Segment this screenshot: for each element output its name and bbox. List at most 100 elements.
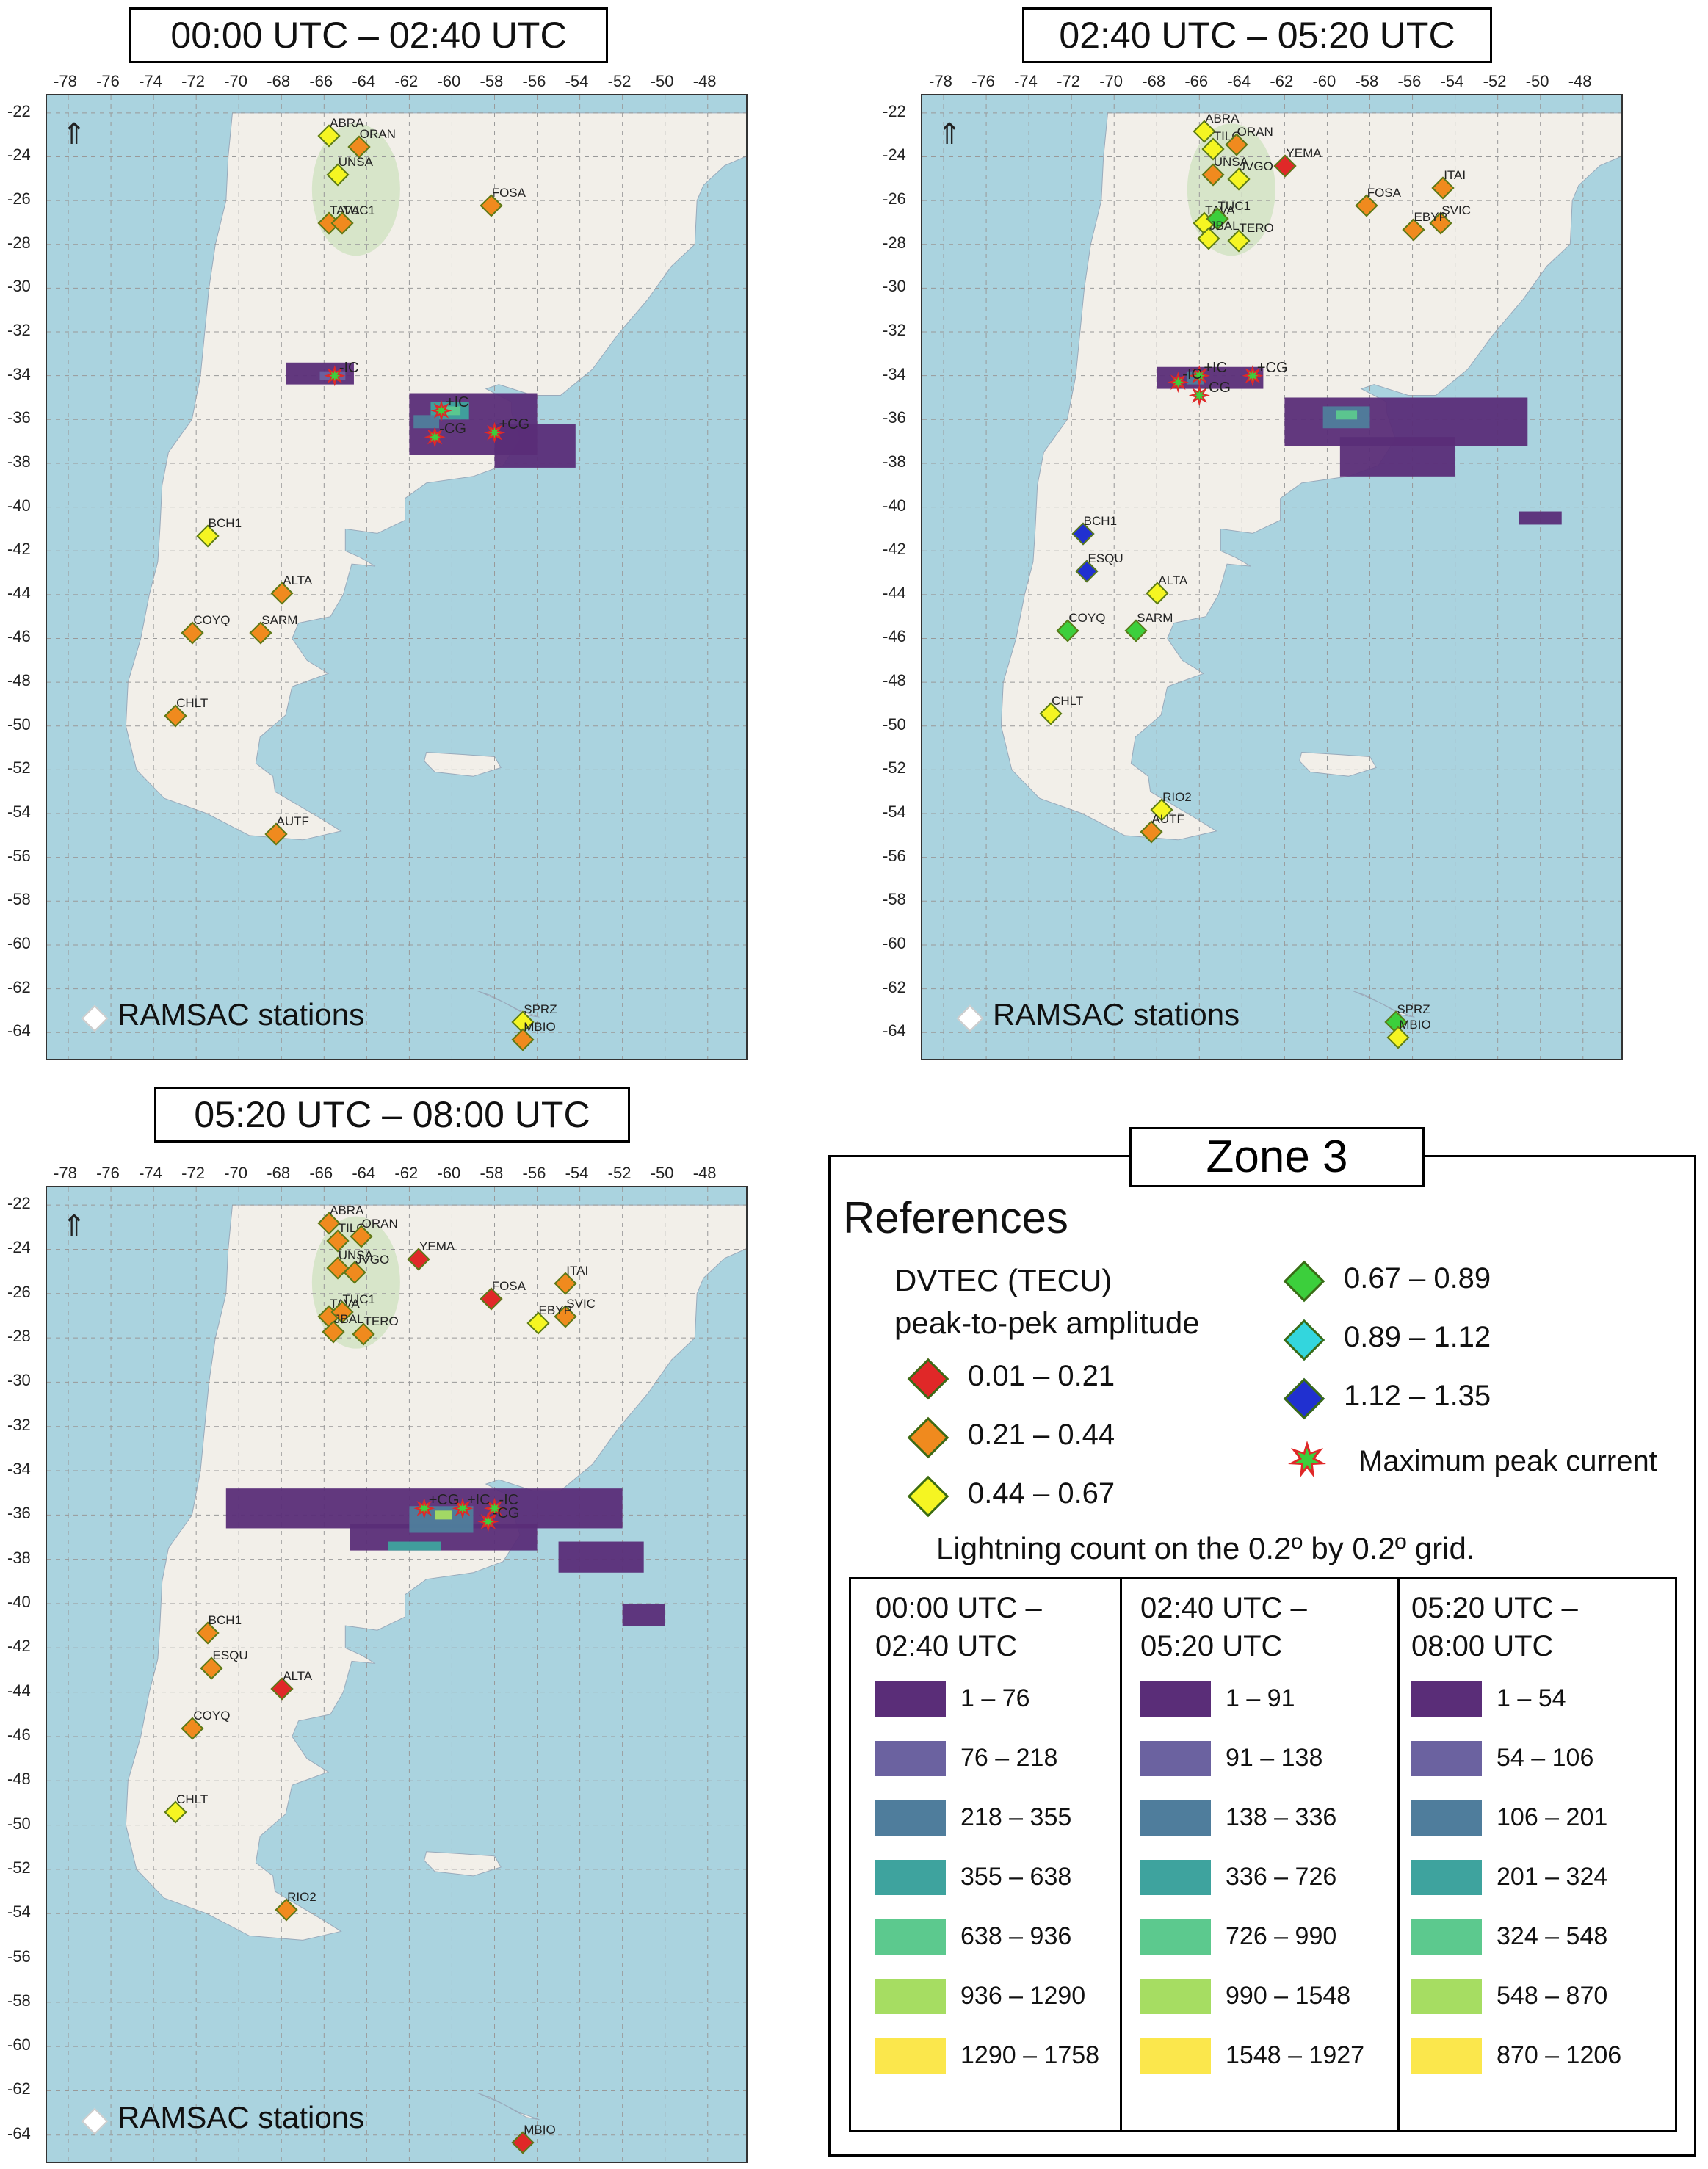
event-label: +CG [428, 1492, 460, 1509]
lon-tick-label: -50 [650, 1164, 674, 1182]
map-panel-1: -IC +IC +CG -CG ABRA ORAN UNSA FOSA TAVA TUC1 BCH1… [0, 50, 756, 1063]
event-label: -CG [1204, 379, 1231, 396]
station-label: TUC1 [342, 1292, 375, 1306]
basemap [922, 95, 1621, 1059]
event-label: +IC [466, 1492, 491, 1509]
lightning-table-divider-2 [1397, 1577, 1400, 2132]
lat-tick-label: -30 [7, 1371, 31, 1390]
station-label: TERO [363, 1314, 399, 1329]
max-peak-star-icon [1288, 1441, 1326, 1478]
lat-tick-label: -54 [7, 803, 31, 822]
falkland-islands [424, 751, 502, 777]
peak-current-star-icon [483, 1497, 506, 1519]
lat-tick-label: -24 [7, 145, 31, 164]
station-label: ALTA [283, 573, 313, 587]
lat-tick-label: -44 [7, 583, 31, 602]
lat-tick-label: -26 [7, 1282, 31, 1301]
map-canvas[interactable]: +CG +IC -IC -CG ABRA TILC ORAN YEMA UNSA JVGO FOSA… [46, 1186, 748, 2163]
lightning-count-range: 201 – 324 [1497, 1863, 1608, 1891]
lat-tick-label: -48 [7, 1770, 31, 1789]
lon-tick-label: -56 [522, 1164, 546, 1182]
lightning-count-swatch [1140, 1800, 1211, 1836]
lon-tick-label: -48 [692, 72, 717, 90]
dvtec-title-line2: peak-to-pek amplitude [894, 1306, 1200, 1340]
station-label: TERO [1239, 220, 1274, 235]
lightning-table [849, 1577, 1677, 2132]
map-panel-2: -IC +IC -CG +CG ABRA TILC ORAN YEMA UNSA JVGO FOSA… [875, 50, 1632, 1063]
lightning-column-header: 08:00 UTC [1411, 1630, 1554, 1662]
lightning-column-header: 00:00 UTC – [875, 1592, 1042, 1624]
lightning-count-range: 76 – 218 [960, 1744, 1058, 1772]
lightning-table-divider-1 [1120, 1577, 1122, 2132]
lon-tick-label: -58 [480, 72, 504, 90]
station-label: UNSA [1213, 155, 1248, 170]
panel1-title: 00:00 UTC – 02:40 UTC [129, 7, 608, 63]
lightning-count-range: 1290 – 1758 [960, 2041, 1100, 2069]
lat-tick-label: -32 [7, 321, 31, 340]
lat-tick-label: -34 [7, 1460, 31, 1479]
lat-tick-label: -22 [883, 101, 906, 120]
panel2-title: 02:40 UTC – 05:20 UTC [1022, 7, 1492, 63]
lon-tick-label: -54 [565, 1164, 589, 1182]
lon-tick-label: -72 [181, 72, 205, 90]
station-label: CHLT [1052, 693, 1084, 708]
lightning-count-swatch [875, 2038, 946, 2074]
lightning-title: Lightning count on the 0.2º by 0.2º grid… [936, 1531, 1475, 1565]
ramsac-legend-label: RAMSAC stations [117, 997, 365, 1032]
station-label: SVIC [566, 1296, 596, 1311]
lon-tick-label: -52 [607, 72, 632, 90]
lat-tick-label: -46 [7, 1725, 31, 1744]
lightning-count-range: 336 – 726 [1226, 1863, 1337, 1891]
lightning-column-header: 05:20 UTC – [1411, 1592, 1578, 1624]
peak-current-star-icon [413, 1497, 435, 1519]
event-label: -IC [499, 1492, 519, 1509]
map-canvas[interactable]: -IC +IC +CG -CG ABRA ORAN UNSA FOSA TAVA TUC1 BCH1… [46, 94, 748, 1060]
lon-tick-label: -60 [1312, 72, 1336, 90]
lightning-count-swatch [875, 1681, 946, 1717]
lat-tick-label: -36 [7, 408, 31, 427]
lon-tick-label: -56 [1397, 72, 1422, 90]
zone-title: Zone 3 [1129, 1127, 1425, 1187]
lightning-count-range: 355 – 638 [960, 1863, 1072, 1891]
station-label: YEMA [419, 1239, 455, 1253]
lat-tick-label: -56 [883, 846, 906, 865]
map-panel-3: +CG +IC -IC -CG ABRA TILC ORAN YEMA UNSA JVGO FOSA… [0, 1142, 756, 2166]
lat-tick-label: -60 [7, 2035, 31, 2054]
station-label: MBIO [1399, 1018, 1431, 1032]
lon-tick-label: -76 [96, 72, 120, 90]
lat-tick-label: -30 [7, 277, 31, 296]
station-label: COYQ [193, 612, 231, 627]
station-label: MBIO [524, 2122, 556, 2137]
lat-tick-label: -58 [883, 890, 906, 909]
lon-tick-label: -58 [1355, 72, 1379, 90]
lat-tick-label: -58 [7, 890, 31, 909]
station-label: YEMA [1286, 146, 1322, 161]
station-label: FOSA [1367, 186, 1401, 200]
lon-tick-label: -76 [96, 1164, 120, 1182]
lat-tick-label: -62 [7, 2079, 31, 2099]
lat-tick-label: -38 [7, 452, 31, 471]
event-label: -CG [439, 421, 466, 438]
north-arrow-icon: ⇑ [62, 118, 87, 151]
event-label: -CG [492, 1505, 520, 1522]
station-label: UNSA [338, 155, 373, 170]
lat-tick-label: -34 [883, 364, 906, 383]
map-canvas[interactable]: -IC +IC -CG +CG ABRA TILC ORAN YEMA UNSA JVGO FOSA… [921, 94, 1623, 1060]
lon-tick-label: -64 [352, 1164, 376, 1182]
lon-tick-label: -70 [1099, 72, 1123, 90]
lon-tick-label: -78 [929, 72, 952, 90]
lightning-count-swatch [1140, 2038, 1211, 2074]
lat-tick-label: -64 [7, 1021, 31, 1040]
lon-tick-label: -74 [1014, 72, 1038, 90]
land-area [125, 1204, 746, 1941]
lon-tick-label: -78 [54, 1164, 77, 1182]
lightning-column-header: 05:20 UTC [1140, 1630, 1283, 1662]
lat-tick-label: -40 [7, 496, 31, 515]
lon-tick-label: -54 [1440, 72, 1464, 90]
land-area [125, 112, 746, 841]
station-label: ESQU [1088, 551, 1123, 566]
lightning-count-swatch [1411, 2038, 1482, 2074]
lightning-count-swatch [875, 1979, 946, 2014]
lat-tick-label: -60 [7, 933, 31, 952]
station-label: TUC1 [1217, 198, 1251, 213]
